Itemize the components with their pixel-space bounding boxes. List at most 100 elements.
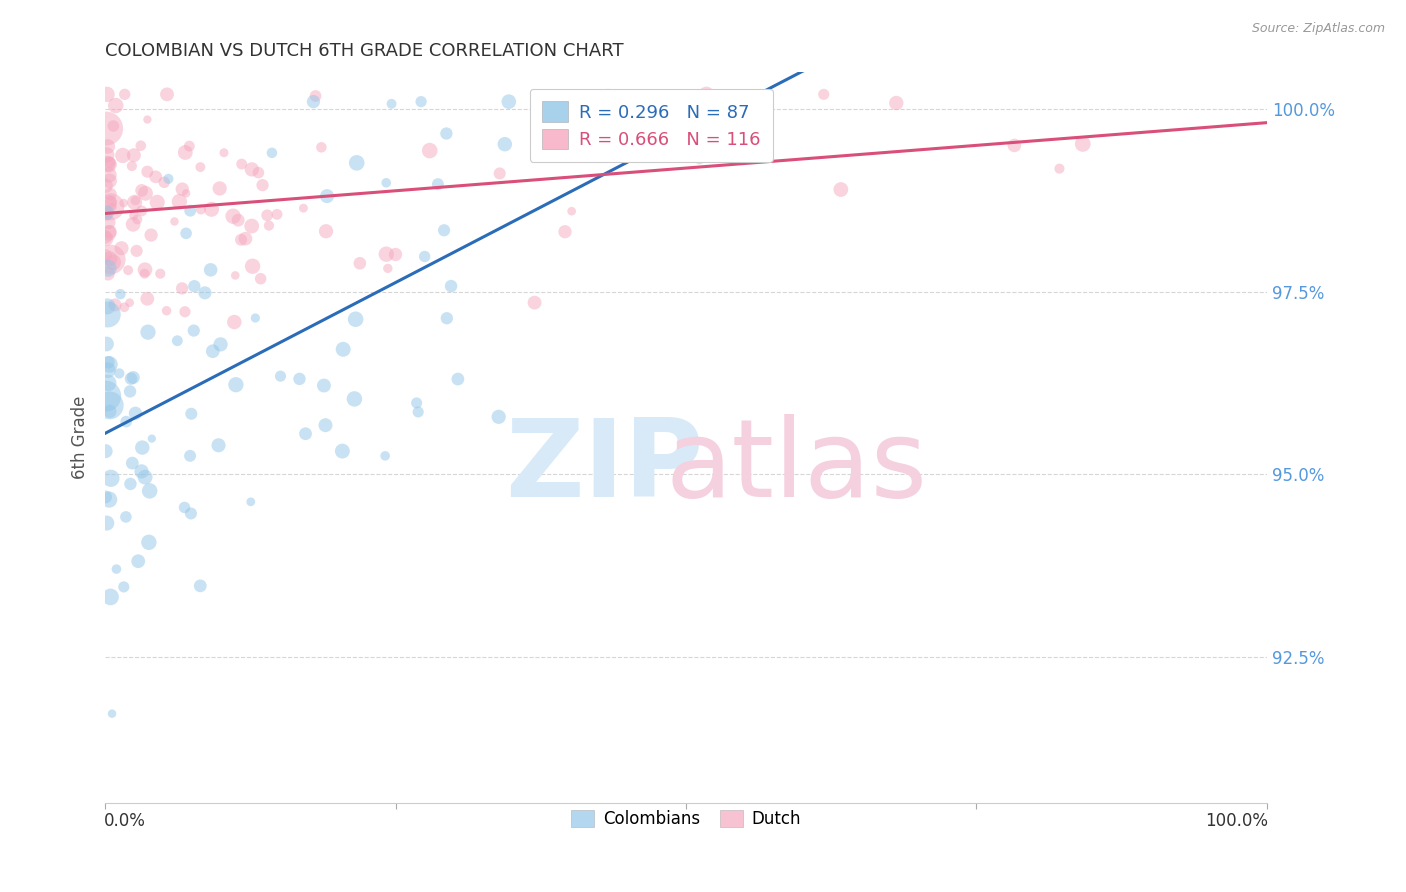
Point (100, 194, 122, 209)
Point (413, 250, 436, 264)
Point (384, 247, 406, 261)
Point (172, 281, 194, 295)
Point (97, 355, 120, 369)
Point (257, 219, 280, 233)
Point (124, 195, 146, 210)
Point (131, 464, 153, 478)
Point (153, 175, 176, 189)
Point (138, 483, 160, 498)
Point (96, 299, 118, 313)
Point (174, 145, 197, 160)
Text: ZIP: ZIP (506, 414, 704, 520)
Point (332, 343, 354, 357)
Point (830, 182, 852, 196)
Point (97, 363, 120, 377)
Point (118, 384, 141, 399)
Point (695, 87, 717, 102)
Point (409, 95, 432, 109)
Point (169, 194, 191, 209)
Point (98, 174, 121, 188)
Point (498, 95, 520, 109)
Point (111, 148, 134, 162)
Point (100, 252, 122, 267)
Point (173, 500, 195, 515)
Point (405, 396, 427, 410)
Point (346, 156, 368, 170)
Point (343, 392, 366, 406)
Point (240, 162, 263, 177)
Point (114, 87, 136, 102)
Point (1002, 138, 1025, 153)
Point (131, 203, 153, 218)
Point (349, 256, 371, 270)
Point (200, 262, 222, 277)
Point (314, 418, 336, 433)
Point (121, 159, 143, 173)
Text: Source: ZipAtlas.com: Source: ZipAtlas.com (1251, 22, 1385, 36)
Point (94, 232, 117, 246)
Point (156, 87, 179, 102)
Point (229, 233, 252, 247)
Point (260, 145, 283, 160)
Point (344, 312, 367, 326)
Point (98, 225, 121, 239)
Point (447, 372, 470, 386)
Point (183, 279, 205, 293)
Point (112, 580, 135, 594)
Point (312, 378, 335, 392)
Point (174, 227, 197, 241)
Point (98, 195, 121, 210)
Point (97, 215, 120, 229)
Point (100, 187, 122, 202)
Point (96, 148, 118, 162)
Point (294, 426, 316, 441)
Point (240, 219, 263, 233)
Point (97, 226, 120, 240)
Text: 0.0%: 0.0% (104, 812, 146, 830)
Point (212, 145, 235, 160)
Point (134, 186, 156, 201)
Point (266, 207, 288, 221)
Point (122, 370, 145, 384)
Point (375, 176, 398, 190)
Point (105, 562, 128, 576)
Point (179, 139, 201, 153)
Point (96, 87, 118, 102)
Point (136, 292, 159, 306)
Text: 100.0%: 100.0% (1205, 812, 1268, 830)
Point (194, 285, 217, 300)
Point (208, 181, 231, 195)
Point (183, 324, 205, 338)
Point (122, 148, 145, 162)
Point (100, 200, 122, 214)
Point (94, 178, 117, 193)
Point (1049, 161, 1071, 176)
Point (252, 178, 274, 193)
Point (179, 203, 201, 218)
Point (94, 444, 117, 458)
Point (136, 112, 159, 127)
Point (96, 337, 118, 351)
Point (129, 138, 152, 153)
Point (94, 121, 117, 136)
Point (225, 377, 247, 392)
Point (104, 298, 127, 312)
Point (488, 166, 510, 180)
Point (634, 123, 657, 137)
Point (174, 186, 197, 201)
Point (120, 476, 142, 491)
Point (134, 470, 156, 484)
Point (104, 98, 127, 112)
Point (94, 389, 117, 403)
Point (554, 225, 576, 239)
Point (226, 213, 249, 227)
Point (136, 164, 159, 178)
Point (94, 248, 117, 262)
Point (146, 195, 169, 210)
Point (97, 376, 120, 390)
Point (97, 308, 120, 322)
Point (166, 334, 188, 348)
Text: atlas: atlas (665, 414, 928, 520)
Point (100, 471, 122, 485)
Point (118, 295, 141, 310)
